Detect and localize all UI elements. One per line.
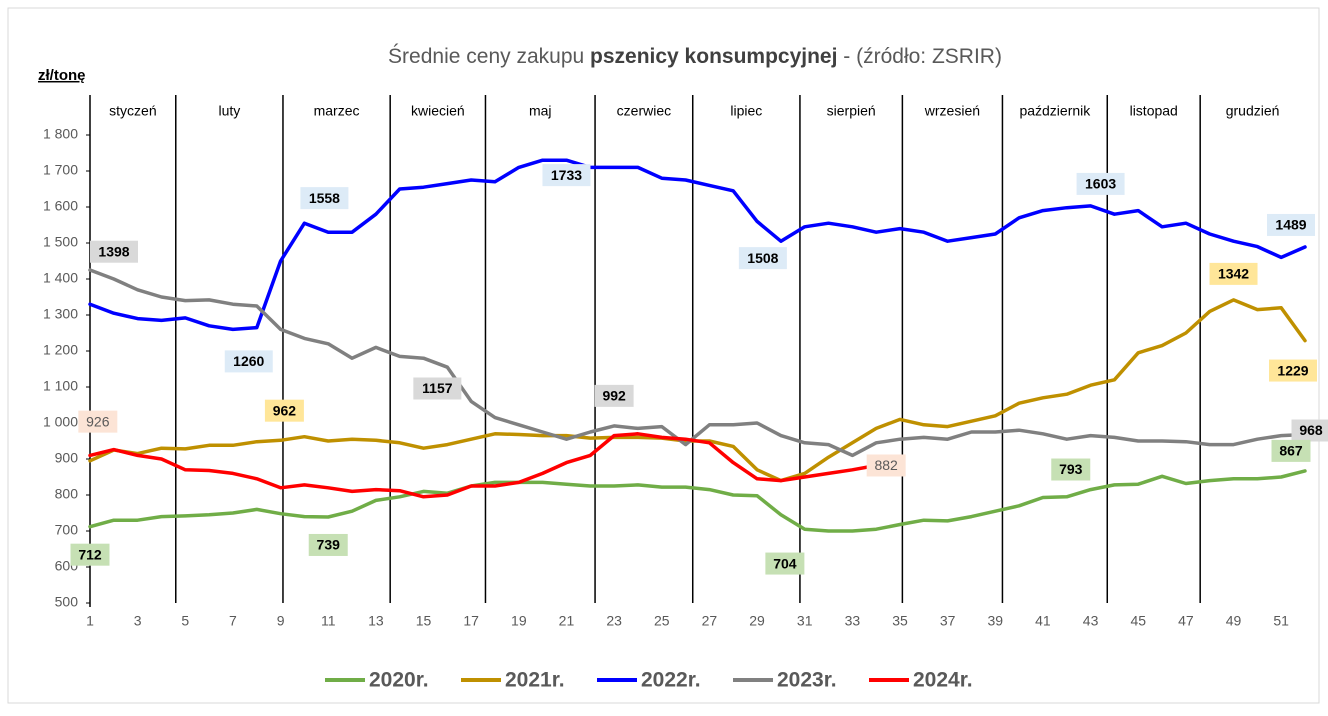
x-tick-label: 21 [559, 613, 575, 629]
data-label: 712 [78, 546, 102, 562]
data-label: 1558 [309, 190, 340, 206]
data-label: 926 [86, 413, 110, 429]
legend-label: 2022r. [641, 669, 701, 692]
chart-title: Średnie ceny zakupu pszenicy konsumpcyjn… [388, 44, 1002, 68]
data-label: 968 [1299, 422, 1323, 438]
y-tick-label: 1 300 [43, 306, 78, 322]
x-tick-label: 25 [654, 613, 670, 629]
data-label: 793 [1059, 461, 1083, 477]
x-tick-label: 49 [1226, 613, 1242, 629]
y-tick-label: 1 200 [43, 342, 78, 358]
x-tick-label: 9 [277, 613, 285, 629]
y-tick-label: 500 [55, 594, 79, 610]
y-tick-label: 1 500 [43, 234, 78, 250]
month-label: grudzień [1226, 103, 1280, 119]
data-label: 1229 [1277, 362, 1308, 378]
data-label: 704 [773, 555, 797, 571]
data-label: 882 [874, 457, 898, 473]
x-tick-label: 47 [1178, 613, 1194, 629]
data-label: 1157 [422, 380, 453, 396]
month-label: luty [218, 103, 240, 119]
x-tick-label: 45 [1130, 613, 1146, 629]
data-label: 1508 [747, 250, 778, 266]
legend-label: 2023r. [777, 669, 837, 692]
month-label: sierpień [827, 103, 876, 119]
month-label: lipiec [730, 103, 762, 119]
month-label: kwiecień [411, 103, 465, 119]
x-tick-label: 35 [892, 613, 908, 629]
title-part: - (źródło: ZSRIR) [837, 45, 1002, 68]
x-tick-label: 15 [416, 613, 432, 629]
legend-label: 2024r. [913, 669, 973, 692]
month-label: październik [1019, 103, 1091, 119]
x-tick-label: 11 [321, 613, 336, 629]
x-tick-label: 7 [229, 613, 237, 629]
y-tick-label: 1 600 [43, 198, 78, 214]
month-label: styczeń [109, 103, 156, 119]
data-label: 1342 [1218, 266, 1249, 282]
x-tick-label: 29 [749, 613, 765, 629]
data-label: 1260 [233, 353, 264, 369]
y-tick-label: 1 100 [43, 378, 78, 394]
x-tick-label: 41 [1035, 613, 1051, 629]
data-label: 1398 [98, 243, 129, 259]
x-tick-label: 31 [797, 613, 813, 629]
x-tick-label: 13 [368, 613, 384, 629]
data-label: 739 [317, 537, 341, 553]
data-label: 992 [602, 388, 626, 404]
data-label: 1733 [551, 167, 582, 183]
data-label: 867 [1279, 443, 1303, 459]
data-label: 1603 [1085, 176, 1116, 192]
x-tick-label: 23 [606, 613, 622, 629]
month-label: wrzesień [924, 103, 980, 119]
x-tick-label: 39 [988, 613, 1004, 629]
x-tick-label: 3 [134, 613, 142, 629]
month-label: listopad [1130, 103, 1178, 119]
x-tick-label: 1 [86, 613, 94, 629]
x-tick-label: 51 [1273, 613, 1289, 629]
title-part: pszenicy konsumpcyjnej [590, 45, 837, 68]
x-tick-label: 37 [940, 613, 956, 629]
month-label: marzec [314, 103, 360, 119]
legend-label: 2020r. [369, 669, 429, 692]
month-label: czerwiec [617, 103, 671, 119]
y-tick-label: 900 [55, 450, 79, 466]
y-tick-label: 1 400 [43, 270, 78, 286]
y-tick-label: 1 700 [43, 162, 78, 178]
x-tick-label: 5 [181, 613, 189, 629]
x-tick-label: 17 [463, 613, 479, 629]
x-tick-label: 43 [1083, 613, 1099, 629]
y-tick-label: 1 800 [43, 126, 78, 142]
y-tick-label: 700 [55, 522, 79, 538]
x-tick-label: 33 [845, 613, 861, 629]
x-tick-label: 19 [511, 613, 527, 629]
data-label: 962 [273, 402, 297, 418]
x-tick-label: 27 [702, 613, 718, 629]
title-part: Średnie ceny zakupu [388, 44, 590, 68]
y-tick-label: 1 000 [43, 414, 78, 430]
data-label: 1489 [1275, 217, 1306, 233]
month-label: maj [529, 103, 552, 119]
y-tick-label: 800 [55, 486, 79, 502]
y-axis-label: zł/tonę [38, 67, 86, 84]
legend-label: 2021r. [505, 669, 565, 692]
